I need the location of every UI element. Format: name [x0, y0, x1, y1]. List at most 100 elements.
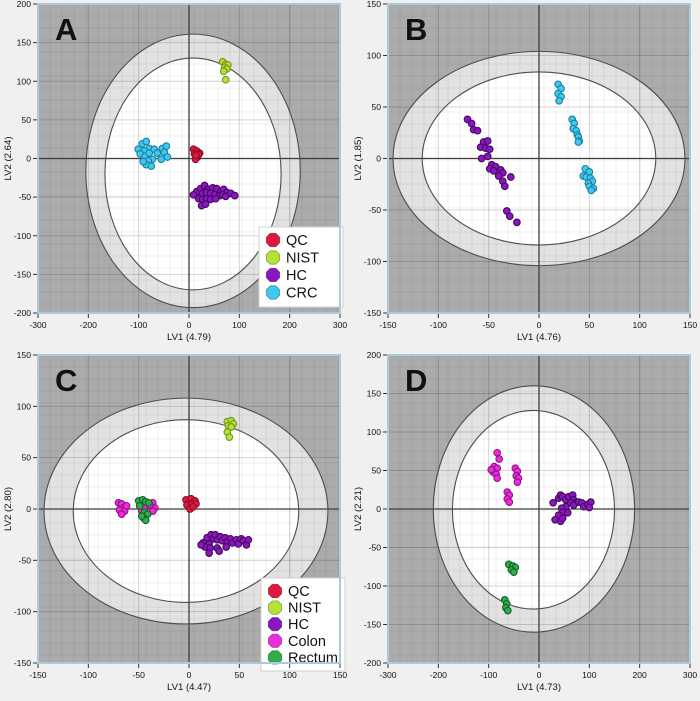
tick-marks	[383, 3, 691, 318]
outer-confidence-ellipse-outline	[392, 50, 686, 267]
plot-border	[37, 354, 341, 664]
x-tick-label: -150	[379, 320, 396, 330]
x-axis-label: LV1 (4.76)	[517, 332, 561, 343]
panel-C: C QC NIST HC Colon Rectum -150 -100 -50 0 50 100 150…	[0, 350, 350, 701]
outer-confidence-ellipse-outline	[43, 397, 329, 625]
data-point-hc	[563, 508, 572, 517]
x-tick-label: 0	[537, 670, 542, 680]
legend-entry-colon: Colon	[267, 633, 326, 650]
panel-A: A QC NIST HC CRC -300 -200 -100 0 100 200 300 -200 -1…	[0, 0, 350, 350]
data-point-crc	[145, 149, 154, 157]
scatter-series-colon	[487, 448, 523, 506]
x-tick-label: 300	[333, 320, 348, 330]
data-point-hc	[222, 543, 231, 551]
y-tick-label: 100	[367, 51, 382, 61]
x-tick-label: -50	[482, 320, 495, 330]
y-tick-label: -150	[364, 620, 381, 630]
x-tick-label: 100	[632, 320, 647, 330]
panel-D-plot: D -300 -200 -100 0 100 200 300 -200 -150 -100 -50 0 5…	[353, 350, 698, 693]
data-point-hc	[494, 172, 503, 180]
x-tick-label: 200	[632, 670, 647, 680]
y-tick-label: 200	[367, 350, 382, 360]
legend-label-qc: QC	[288, 584, 310, 600]
data-point-hc	[211, 194, 220, 203]
data-point-hc	[513, 218, 521, 227]
legend-marker-qc	[265, 232, 281, 248]
panel-B-plot: B -150 -100 -50 0 50 100 150 -150 -100 -50 0 50 100 15…	[353, 0, 697, 343]
y-axis-label: LV2 (2.64)	[3, 136, 14, 180]
data-point-nist	[221, 75, 230, 84]
y-tick-label: 150	[367, 0, 382, 9]
scatter-series-hc	[549, 491, 595, 526]
data-point-rectum	[137, 512, 146, 521]
data-point-colon	[505, 498, 514, 506]
scatter-series-rectum	[500, 560, 520, 615]
data-point-hc	[485, 145, 494, 154]
x-tick-label: -100	[480, 670, 497, 680]
data-point-hc	[205, 549, 213, 557]
data-point-colon	[513, 478, 522, 486]
x-tick-label: -100	[130, 320, 147, 330]
y-axis-label: LV2 (2.21)	[353, 487, 364, 531]
legend-marker-nist	[267, 600, 283, 615]
legend-marker-hc	[267, 617, 283, 632]
x-tick-label: 300	[683, 670, 698, 680]
scatter-series-hc	[189, 181, 239, 210]
data-point-colon	[493, 474, 502, 483]
legend-label-crc: CRC	[286, 286, 317, 302]
x-tick-label: -300	[29, 320, 46, 330]
legend-entry-qc: QC	[267, 583, 310, 600]
y-tick-label: 150	[17, 38, 32, 48]
scatter-series-crc	[554, 80, 598, 195]
panel-letter: B	[405, 12, 427, 47]
data-point-hc	[558, 514, 567, 523]
data-point-hc	[230, 191, 239, 200]
data-point-colon	[487, 465, 496, 474]
y-tick-label: 50	[371, 102, 381, 112]
inner-confidence-ellipse-fill	[73, 419, 299, 603]
x-tick-label: 150	[333, 670, 348, 680]
x-tick-label: -100	[430, 320, 447, 330]
data-point-hc	[506, 173, 515, 181]
y-tick-label: 100	[367, 427, 382, 437]
inner-confidence-ellipse-fill	[452, 410, 615, 610]
x-tick-label: 0	[187, 320, 192, 330]
data-point-colon	[122, 502, 131, 510]
tick-marks	[33, 354, 341, 668]
inner-confidence-ellipse-fill	[104, 58, 282, 290]
x-tick-labels: -150 -100 -50 0 50 100 150	[379, 320, 697, 330]
y-axis-label: LV2 (1.85)	[353, 136, 364, 180]
data-point-colon	[493, 448, 502, 457]
data-point-hc	[467, 119, 476, 128]
x-tick-label: -300	[379, 670, 396, 680]
data-point-hc	[201, 200, 210, 208]
x-axis-label: LV1 (4.73)	[517, 682, 561, 693]
legend-entry-hc: HC	[267, 617, 309, 633]
data-point-colon	[117, 510, 126, 518]
outer-confidence-ellipse-outline	[432, 385, 636, 633]
legend-entry-nist: NIST	[265, 250, 319, 267]
panel-letter: A	[55, 12, 77, 47]
legend-label-hc: HC	[286, 268, 307, 284]
legend-entry-qc: QC	[265, 232, 308, 249]
y-tick-label: -100	[364, 581, 381, 591]
y-tick-label: -50	[19, 555, 32, 565]
y-tick-label: 0	[26, 154, 31, 164]
y-tick-label: -150	[14, 658, 31, 668]
data-point-hc	[483, 137, 492, 145]
data-point-crc	[142, 137, 151, 146]
y-tick-labels: -150 -100 -50 0 50 100 150	[14, 350, 31, 668]
data-point-crc	[587, 186, 596, 195]
x-tick-label: 0	[537, 320, 542, 330]
legend-label-qc: QC	[286, 233, 308, 249]
y-tick-label: -50	[19, 192, 32, 202]
y-tick-label: 50	[21, 115, 31, 125]
y-tick-label: 0	[376, 504, 381, 514]
plot-border	[387, 354, 691, 664]
y-tick-label: 0	[26, 504, 31, 514]
plot-border	[387, 3, 691, 314]
x-tick-label: -100	[80, 670, 97, 680]
y-tick-label: -200	[14, 308, 31, 318]
